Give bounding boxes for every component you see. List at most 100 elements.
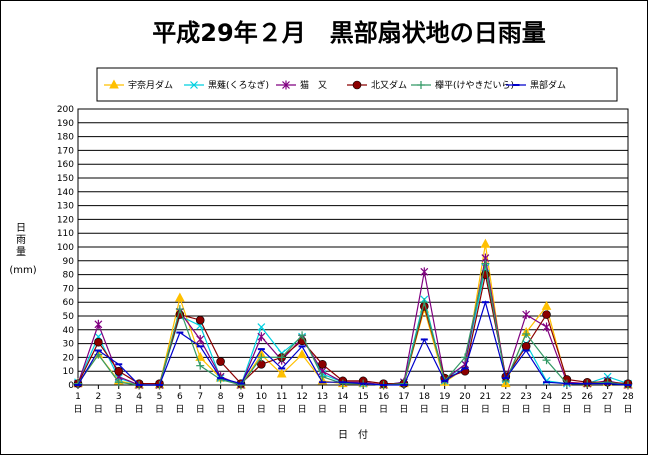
x-tick-label: 13 (317, 392, 328, 402)
x-tick-day: 日 (318, 404, 327, 415)
x-tick-day: 日 (440, 404, 449, 415)
x-tick-label: 4 (136, 392, 142, 402)
legend-item: 北又ダム (347, 79, 407, 91)
x-tick-day: 日 (583, 404, 592, 415)
x-tick-day: 日 (196, 404, 205, 415)
data-point (236, 381, 245, 389)
x-tick-day: 日 (562, 404, 571, 415)
y-tick-label: 40 (63, 326, 75, 336)
y-axis-label: 日雨量 (16, 223, 26, 258)
data-point (480, 238, 491, 248)
x-tick-day: 日 (501, 404, 510, 415)
data-point (541, 300, 552, 310)
data-point (338, 379, 347, 388)
data-point (114, 378, 123, 387)
legend-marker (282, 80, 290, 90)
x-tick-day: 日 (114, 404, 123, 415)
data-point (542, 322, 551, 332)
x-tick-label: 18 (419, 392, 431, 402)
series-line (77, 263, 629, 386)
data-point (257, 353, 266, 362)
data-point (522, 329, 531, 338)
x-tick-day: 日 (481, 404, 490, 415)
data-point (94, 337, 103, 347)
data-point (603, 378, 612, 387)
y-tick-label: 60 (63, 298, 75, 308)
y-tick-label: 200 (57, 105, 74, 115)
y-tick-label: 10 (63, 367, 75, 377)
chart-title: 平成29年２月 黒部扇状地の日雨量 (152, 19, 545, 47)
x-tick-day: 日 (135, 404, 144, 415)
gridlines (78, 122, 628, 372)
legend-label: 欅平(けやきだいら) (435, 80, 514, 91)
y-tick-label: 110 (57, 229, 74, 239)
x-tick-day: 日 (257, 404, 266, 415)
y-tick-label: 0 (68, 381, 74, 391)
data-point (276, 368, 287, 378)
x-tick-label: 8 (218, 392, 224, 402)
series-6 (74, 300, 632, 386)
data-point (175, 305, 184, 314)
x-tick-day: 日 (542, 404, 551, 415)
legend-label: 黒薙(くろなぎ) (208, 79, 269, 91)
legend-item: 黒薙(くろなぎ) (184, 79, 269, 91)
y-tick-label: 140 (57, 188, 74, 198)
x-tick-label: 17 (398, 392, 409, 402)
legend-item: 欅平(けやきだいら) (411, 80, 514, 91)
y-tick-label: 20 (63, 353, 75, 363)
x-tick-label: 25 (561, 392, 572, 402)
legend-marker (190, 81, 198, 89)
x-tick-day: 日 (623, 404, 632, 415)
x-tick-label: 5 (157, 392, 163, 402)
data-point (196, 361, 205, 370)
data-point (318, 359, 327, 369)
x-tick-label: 15 (357, 392, 368, 402)
data-point (542, 310, 551, 319)
x-tick-label: 27 (602, 392, 613, 402)
data-point (196, 334, 205, 344)
series-layer (73, 238, 633, 390)
y-tick-label: 130 (57, 202, 74, 212)
legend-item: 宇奈月ダム (104, 79, 173, 91)
x-tick-day: 日 (522, 404, 531, 415)
y-tick-label: 80 (63, 271, 75, 281)
x-tick-label: 2 (96, 392, 102, 402)
x-tick-day: 日 (338, 404, 347, 415)
x-tick-label: 23 (520, 392, 531, 402)
y-tick-label: 170 (57, 146, 74, 156)
x-tick-label: 9 (238, 392, 244, 402)
legend-item: 猫 又 (276, 79, 327, 91)
x-tick-label: 19 (439, 392, 451, 402)
legend-marker (109, 79, 119, 89)
series-line (77, 300, 629, 386)
y-tick-label: 160 (57, 160, 74, 170)
data-point (216, 357, 225, 366)
x-tick-day: 日 (359, 404, 368, 415)
y-axis-label-char: 量 (16, 246, 26, 258)
x-tick-label: 3 (116, 392, 122, 402)
x-tick-label: 22 (500, 392, 511, 402)
y-tick-label: 30 (63, 340, 75, 350)
y-tick-label: 90 (63, 257, 75, 267)
x-tick-label: 7 (197, 392, 203, 402)
x-tick-day: 日 (236, 404, 245, 415)
x-tick-day: 日 (277, 404, 286, 415)
data-point (257, 332, 266, 342)
x-tick-day: 日 (155, 404, 164, 415)
data-point (74, 379, 82, 388)
x-tick-label: 21 (480, 392, 491, 402)
data-point (542, 356, 551, 365)
data-point (257, 323, 266, 331)
y-tick-label: 70 (63, 284, 75, 294)
data-point (481, 259, 490, 268)
x-tick-day: 日 (175, 404, 184, 415)
x-tick-day: 日 (73, 404, 82, 415)
x-tick-labels: 1日2日3日4日5日6日7日8日9日10日11日12日13日14日15日16日1… (73, 385, 634, 415)
data-point (522, 310, 531, 320)
x-tick-day: 日 (298, 404, 307, 415)
x-tick-day: 日 (420, 404, 429, 415)
y-axis-label-char: 雨 (16, 235, 26, 246)
data-point (521, 342, 531, 351)
data-point (461, 353, 470, 362)
